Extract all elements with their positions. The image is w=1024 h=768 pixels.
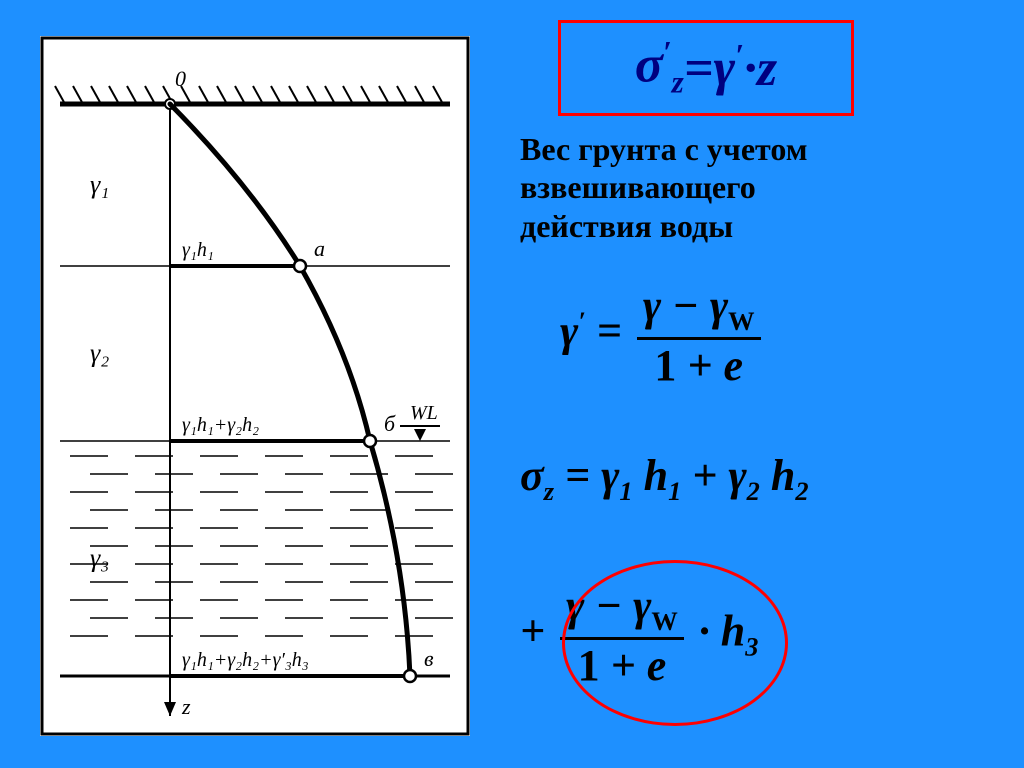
- formula-box: σ′z = γ′ · z: [558, 20, 854, 116]
- tail-plus: +: [520, 607, 556, 656]
- tail-den-b: e: [647, 641, 667, 690]
- gp-num-b: γ: [710, 281, 728, 330]
- tail-hsub: 3: [745, 631, 758, 661]
- formula-z: z: [757, 39, 777, 98]
- svg-text:γ₃: γ₃: [90, 544, 109, 573]
- caption-line1: Вес грунта с учетом: [520, 130, 808, 168]
- svg-text:γ₁h₁+γ₂h₂: γ₁h₁+γ₂h₂: [182, 414, 259, 436]
- svg-text:в: в: [424, 646, 434, 671]
- sz-g2: γ: [728, 451, 746, 500]
- tail-dot: ·: [699, 607, 721, 656]
- formula-gamma: γ′: [713, 38, 743, 97]
- sz-h2: h: [771, 451, 795, 500]
- sz-s1: 1: [619, 476, 632, 506]
- sz-h1: h: [644, 451, 668, 500]
- diagram-panel: 0 z а γ₁ γ₁h₁ б γ₂ γ₁h₁+γ₂h₂ WL в γ₃ γ₁h₁+γ₂h₂+γ′₃h…: [40, 36, 470, 736]
- eq-sigma-z: σz = γ1 h1 + γ2 h2: [520, 450, 809, 507]
- eq-gamma-prime: γ′ = γ − γW 1 + e: [560, 280, 765, 391]
- tail-den-a: 1: [578, 641, 600, 690]
- gp-den-plus: +: [676, 341, 723, 390]
- svg-text:0: 0: [175, 66, 186, 91]
- svg-text:а: а: [314, 236, 325, 261]
- gamma-prime: ′: [735, 38, 744, 73]
- sigma-prime: ′: [663, 35, 672, 70]
- sz-plus: +: [692, 451, 728, 500]
- eq-tail: + γ − γW 1 + e · h3: [520, 580, 758, 691]
- gp-num-minus: −: [661, 281, 710, 330]
- tail-frac: γ − γW 1 + e: [560, 580, 684, 691]
- gp-num: γ − γW: [637, 280, 761, 337]
- gp-den-a: 1: [654, 341, 676, 390]
- tail-den: 1 + e: [560, 637, 684, 691]
- sz-eq: =: [565, 451, 601, 500]
- gp-eq: =: [597, 307, 633, 356]
- diagram-svg: 0 z а γ₁ γ₁h₁ б γ₂ γ₁h₁+γ₂h₂ WL в γ₃ γ₁h₁+γ₂h₂+γ′₃h…: [40, 36, 470, 736]
- slide-root: 0 z а γ₁ γ₁h₁ б γ₂ γ₁h₁+γ₂h₂ WL в γ₃ γ₁h₁+γ₂h₂+γ′₃h…: [0, 0, 1024, 768]
- tail-num-b-sub: W: [651, 606, 677, 636]
- gp-den: 1 + e: [637, 337, 761, 391]
- sigma-char: σ: [635, 36, 663, 93]
- tail-h: h: [721, 607, 745, 656]
- sigma-sub: z: [672, 65, 684, 100]
- gp-prime: ′: [578, 306, 585, 336]
- svg-text:z: z: [181, 694, 191, 719]
- svg-text:γ₁: γ₁: [90, 170, 109, 199]
- svg-text:γ₁h₁: γ₁h₁: [182, 239, 214, 261]
- sz-sigma: σ: [520, 451, 544, 500]
- tail-num-minus: −: [584, 581, 633, 630]
- sz-s2: 2: [747, 476, 760, 506]
- tail-num-a: γ: [566, 581, 584, 630]
- formula-dot: ·: [744, 39, 757, 98]
- svg-text:γ₂: γ₂: [90, 339, 109, 368]
- formula-sigma: σ′z: [635, 35, 684, 101]
- sz-hs2: 2: [795, 476, 808, 506]
- caption-line2: взвешивающего: [520, 168, 808, 206]
- sz-g1: γ: [601, 451, 619, 500]
- caption-text: Вес грунта с учетом взвешивающего действ…: [520, 130, 808, 245]
- caption-line3: действия воды: [520, 207, 808, 245]
- svg-text:б: б: [384, 411, 396, 436]
- tail-num-b: γ: [633, 581, 651, 630]
- gp-frac: γ − γW 1 + e: [637, 280, 761, 391]
- gp-gamma: γ: [560, 307, 578, 356]
- svg-text:WL: WL: [410, 402, 438, 424]
- sz-hs1: 1: [668, 476, 681, 506]
- gamma-char: γ: [713, 40, 735, 97]
- tail-num: γ − γW: [560, 580, 684, 637]
- gp-num-b-sub: W: [728, 306, 754, 336]
- svg-text:γ₁h₁+γ₂h₂+γ′₃h₃: γ₁h₁+γ₂h₂+γ′₃h₃: [182, 649, 309, 671]
- formula-eq: =: [684, 39, 714, 98]
- gp-num-a: γ: [643, 281, 661, 330]
- tail-den-plus: +: [600, 641, 647, 690]
- sz-sub: z: [544, 476, 554, 506]
- gp-den-b: e: [723, 341, 743, 390]
